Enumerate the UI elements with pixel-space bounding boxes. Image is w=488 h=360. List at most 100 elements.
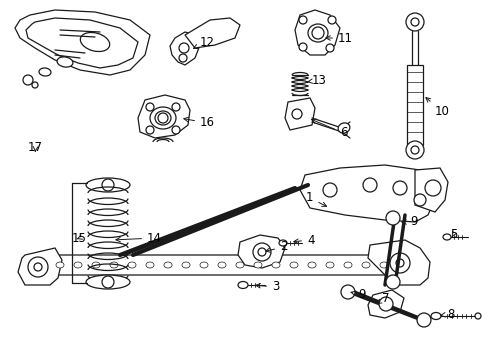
Ellipse shape — [155, 111, 171, 125]
Polygon shape — [285, 98, 314, 130]
Polygon shape — [294, 10, 339, 55]
Circle shape — [102, 179, 114, 191]
Ellipse shape — [238, 282, 247, 288]
Text: 2: 2 — [265, 240, 287, 253]
Ellipse shape — [253, 262, 262, 268]
Circle shape — [362, 178, 376, 192]
Text: 12: 12 — [193, 36, 215, 49]
Circle shape — [385, 211, 399, 225]
Polygon shape — [37, 255, 411, 275]
Circle shape — [323, 183, 336, 197]
Ellipse shape — [218, 262, 225, 268]
Ellipse shape — [74, 262, 82, 268]
Circle shape — [298, 43, 306, 51]
Circle shape — [378, 297, 392, 311]
Text: 15: 15 — [72, 231, 87, 244]
Ellipse shape — [361, 262, 369, 268]
Text: 17: 17 — [28, 141, 43, 154]
Polygon shape — [15, 10, 150, 75]
Polygon shape — [367, 240, 429, 285]
Ellipse shape — [379, 262, 387, 268]
Text: 8: 8 — [440, 307, 453, 320]
Polygon shape — [138, 95, 190, 138]
Circle shape — [416, 313, 430, 327]
Circle shape — [32, 82, 38, 88]
Circle shape — [34, 263, 42, 271]
Text: 16: 16 — [183, 117, 215, 130]
Ellipse shape — [163, 262, 172, 268]
Ellipse shape — [57, 57, 73, 67]
Ellipse shape — [92, 262, 100, 268]
Circle shape — [28, 257, 48, 277]
Text: 6: 6 — [311, 119, 347, 139]
Circle shape — [146, 103, 154, 111]
Circle shape — [325, 44, 333, 52]
Text: 4: 4 — [293, 234, 314, 247]
Ellipse shape — [343, 262, 351, 268]
Circle shape — [392, 181, 406, 195]
Ellipse shape — [337, 123, 349, 133]
Text: 13: 13 — [307, 73, 326, 86]
Polygon shape — [170, 32, 200, 65]
Ellipse shape — [128, 262, 136, 268]
Polygon shape — [414, 168, 447, 212]
Text: 9: 9 — [350, 288, 365, 301]
Ellipse shape — [86, 178, 130, 192]
Ellipse shape — [430, 312, 440, 320]
Ellipse shape — [307, 262, 315, 268]
Polygon shape — [367, 290, 403, 318]
Circle shape — [252, 243, 270, 261]
Polygon shape — [26, 18, 138, 68]
Text: 14: 14 — [116, 231, 162, 244]
Text: 11: 11 — [325, 31, 352, 45]
Ellipse shape — [236, 262, 244, 268]
Circle shape — [179, 54, 186, 62]
Ellipse shape — [146, 262, 154, 268]
Polygon shape — [184, 18, 240, 48]
Circle shape — [424, 180, 440, 196]
Circle shape — [172, 126, 180, 134]
Circle shape — [298, 16, 306, 24]
Circle shape — [172, 103, 180, 111]
Text: 9: 9 — [401, 216, 417, 229]
Ellipse shape — [442, 234, 450, 240]
Ellipse shape — [110, 262, 118, 268]
Circle shape — [474, 313, 480, 319]
Circle shape — [385, 275, 399, 289]
Circle shape — [327, 16, 335, 24]
Circle shape — [102, 276, 114, 288]
Circle shape — [389, 253, 409, 273]
Polygon shape — [18, 248, 62, 285]
Text: 1: 1 — [305, 192, 326, 206]
Ellipse shape — [271, 262, 280, 268]
Circle shape — [405, 141, 423, 159]
Circle shape — [395, 259, 403, 267]
Ellipse shape — [279, 240, 286, 246]
Circle shape — [405, 13, 423, 31]
Text: 10: 10 — [425, 98, 449, 118]
Ellipse shape — [325, 262, 333, 268]
Text: 3: 3 — [255, 280, 279, 293]
Ellipse shape — [56, 262, 64, 268]
Circle shape — [23, 75, 33, 85]
Text: 5: 5 — [449, 228, 456, 240]
Circle shape — [410, 146, 418, 154]
Ellipse shape — [150, 107, 176, 129]
Circle shape — [258, 248, 265, 256]
Ellipse shape — [307, 24, 327, 42]
Circle shape — [291, 109, 302, 119]
Circle shape — [146, 126, 154, 134]
Circle shape — [410, 18, 418, 26]
Ellipse shape — [200, 262, 207, 268]
Circle shape — [413, 194, 425, 206]
Polygon shape — [299, 165, 434, 222]
Circle shape — [179, 43, 189, 53]
Ellipse shape — [39, 68, 51, 76]
Ellipse shape — [80, 32, 109, 51]
Circle shape — [311, 27, 324, 39]
Polygon shape — [238, 235, 285, 268]
Ellipse shape — [182, 262, 190, 268]
Text: 7: 7 — [376, 292, 389, 305]
Ellipse shape — [289, 262, 297, 268]
Circle shape — [158, 113, 168, 123]
